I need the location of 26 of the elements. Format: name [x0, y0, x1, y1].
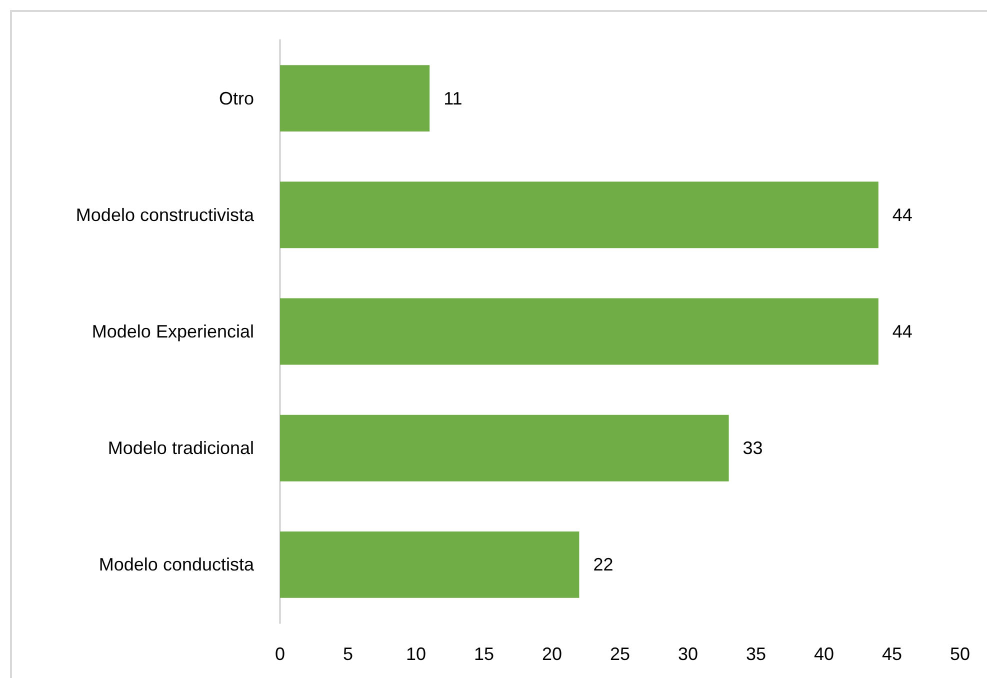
x-tick-label: 40: [814, 644, 834, 664]
x-tick-label: 0: [274, 644, 286, 664]
y-tick-label: Modelo Experiencial: [92, 322, 254, 342]
y-tick-label: Otro: [218, 88, 254, 108]
x-tick-label: 20: [542, 644, 562, 664]
data-label: 22: [593, 554, 614, 575]
y-tick-label: Modelo conductista: [98, 554, 255, 575]
bar: [280, 182, 878, 248]
y-tick-label: Modelo constructivista: [76, 204, 255, 225]
x-tick-label: 50: [950, 644, 970, 664]
bar: [280, 65, 430, 132]
x-tick-label: 15: [474, 644, 494, 664]
data-label: 44: [892, 204, 912, 225]
x-tick-label: 30: [678, 644, 698, 664]
data-label: 33: [742, 438, 763, 458]
data-label: 44: [892, 322, 912, 342]
x-tick-label: 10: [406, 644, 426, 664]
data-label: 11: [444, 88, 462, 108]
x-tick-label: 45: [882, 644, 902, 664]
x-tick-label: 25: [610, 644, 630, 664]
x-tick-label: 5: [342, 644, 354, 664]
y-tick-label: Modelo tradicional: [108, 438, 254, 458]
bar: [280, 531, 580, 598]
x-tick-label: 35: [746, 644, 766, 664]
bar: [280, 414, 729, 482]
bar: [280, 298, 878, 365]
